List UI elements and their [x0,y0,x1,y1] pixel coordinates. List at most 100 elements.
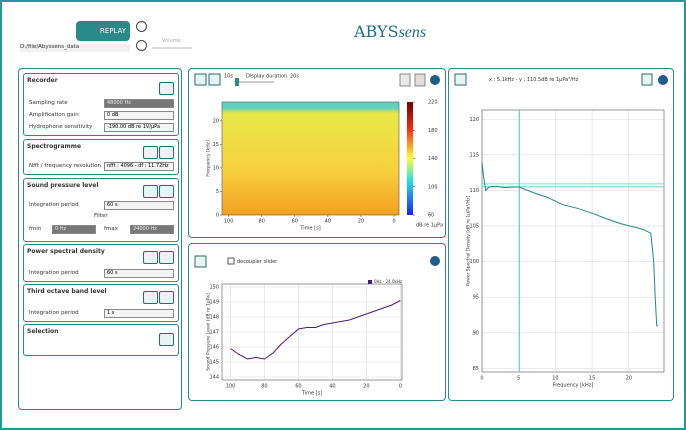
section-title: Spectrogramme [27,143,82,150]
field-label: Amplification gain [29,112,79,118]
field-value[interactable]: 60 s [104,269,174,278]
settings-icon[interactable] [159,146,174,159]
x-tick-label: 60 [295,384,301,390]
y-axis-label: Frequency [kHz] [206,140,212,177]
y-axis-label: Sound Pressure Level [dB re 1µPa] [206,293,212,371]
view-icon[interactable] [143,146,158,159]
field-label: Integration period [29,310,79,316]
spectrogram-section: Spectrogramme Nfft / frequency resolutio… [23,139,179,175]
zoom-icon[interactable] [194,255,207,268]
view-icon[interactable] [143,251,158,264]
duration-slider[interactable] [234,81,274,83]
y-tick-label: 150 [209,285,219,291]
x-tick-label: 10 [552,376,558,382]
x-tick-label: 100 [224,219,234,225]
y-tick-label: 145 [209,360,219,366]
data-line [481,161,659,327]
filter-label: Filter [94,213,108,219]
y-tick-label: 146 [209,345,219,351]
colorbar [407,102,413,215]
x-tick-label: 80 [261,384,267,390]
slider-handle[interactable] [235,78,239,86]
export-icon[interactable] [641,73,653,86]
replay-button[interactable]: REPLAY [76,21,130,41]
zoom-out-icon[interactable] [208,73,221,86]
y-tick-label: 115 [469,152,479,158]
y-tick-label: 10 [213,165,219,171]
x-tick-label: 0 [399,384,402,390]
y-tick-label: 105 [469,224,479,230]
field-value[interactable]: nfft : 4096 - df : 11.72Hz [104,162,174,171]
checkbox[interactable] [227,257,235,265]
section-title: Recorder [27,77,58,84]
y-tick-label: 100 [469,259,479,265]
plot-frame [221,101,400,216]
x-tick-label: 80 [259,219,265,225]
logo: ABYSsens [354,22,426,42]
volume-label: Volume [162,38,181,44]
x-tick-label: 0 [480,376,483,382]
y-tick-label: 0 [216,213,219,219]
psd-section: Power spectral density Integration perio… [23,244,179,282]
psd-panel [448,68,674,401]
field-label: Nfft / frequency resolution [29,163,102,169]
fmin-value: 0 Hz [52,225,96,234]
plot-frame [481,109,665,373]
section-title: Power spectral density [27,248,105,255]
y-tick-label: 20 [213,118,219,124]
logo-sub: sens [398,24,427,41]
x-axis-label: Frequency [kHz] [553,383,594,389]
legend-label: 0Hz - 24.0kHz [374,279,402,284]
volume-slider[interactable] [152,47,192,49]
colorbar-label: dB re 1µPa [416,223,443,229]
slider-max: 20s [290,74,299,80]
path-field[interactable]: D:/file/Abyssens_data [20,44,130,52]
plot-frame [221,283,403,381]
palette-icon[interactable] [414,73,426,87]
settings-icon[interactable] [159,291,174,304]
x-tick-label: 20 [626,376,632,382]
x-axis-label: Time [s] [301,391,322,397]
close-button[interactable] [658,75,668,85]
mute-icon[interactable] [136,40,147,51]
fmax-label: fmax [104,226,118,232]
field-label: Integration period [29,202,79,208]
recorder-section: Recorder Sampling rate 48000 Hz Amplifica… [23,73,179,136]
view-icon[interactable] [143,185,158,198]
x-tick-label: 100 [226,384,236,390]
field-value[interactable]: 0 dB [104,111,174,120]
y-tick-label: 5 [216,189,219,195]
y-tick-label: 148 [209,315,219,321]
palette-icon[interactable] [399,73,411,87]
zoom-icon[interactable] [454,73,467,86]
close-button[interactable] [430,256,440,266]
section-title: Selection [27,328,59,335]
y-tick-label: 120 [469,117,479,123]
play-icon[interactable] [136,21,147,32]
settings-icon[interactable] [159,185,174,198]
field-value[interactable]: -190.00 dB re 1V/µPa [104,123,174,132]
download-icon[interactable] [159,333,174,346]
settings-icon[interactable] [159,82,174,95]
view-icon[interactable] [143,291,158,304]
checkbox-label: decoupler slider [237,259,278,265]
colorbar-tick-label: 220 [428,100,438,106]
cursor-readout: x : 5.1kHz - y : 110.5dB re 1µPa²/Hz [489,77,579,83]
y-tick-label: 149 [209,300,219,306]
y-axis-label: Power Spectral Density [dB re 1µPa²/Hz] [466,196,472,287]
x-tick-label: 0 [392,219,395,225]
settings-panel: Recorder Sampling rate 48000 Hz Amplifica… [18,68,182,410]
fmin-label: fmin [29,226,42,232]
third-octave-section: Third octave band level Integration peri… [23,284,179,322]
close-button[interactable] [430,75,440,85]
field-value[interactable]: 60 s [104,201,174,210]
field-value: 48000 Hz [104,99,174,108]
y-tick-label: 15 [213,142,219,148]
x-tick-label: 15 [589,376,595,382]
settings-icon[interactable] [159,251,174,264]
zoom-icon[interactable] [194,73,207,86]
field-value[interactable]: 1 s [104,309,174,318]
y-tick-label: 144 [209,375,219,381]
